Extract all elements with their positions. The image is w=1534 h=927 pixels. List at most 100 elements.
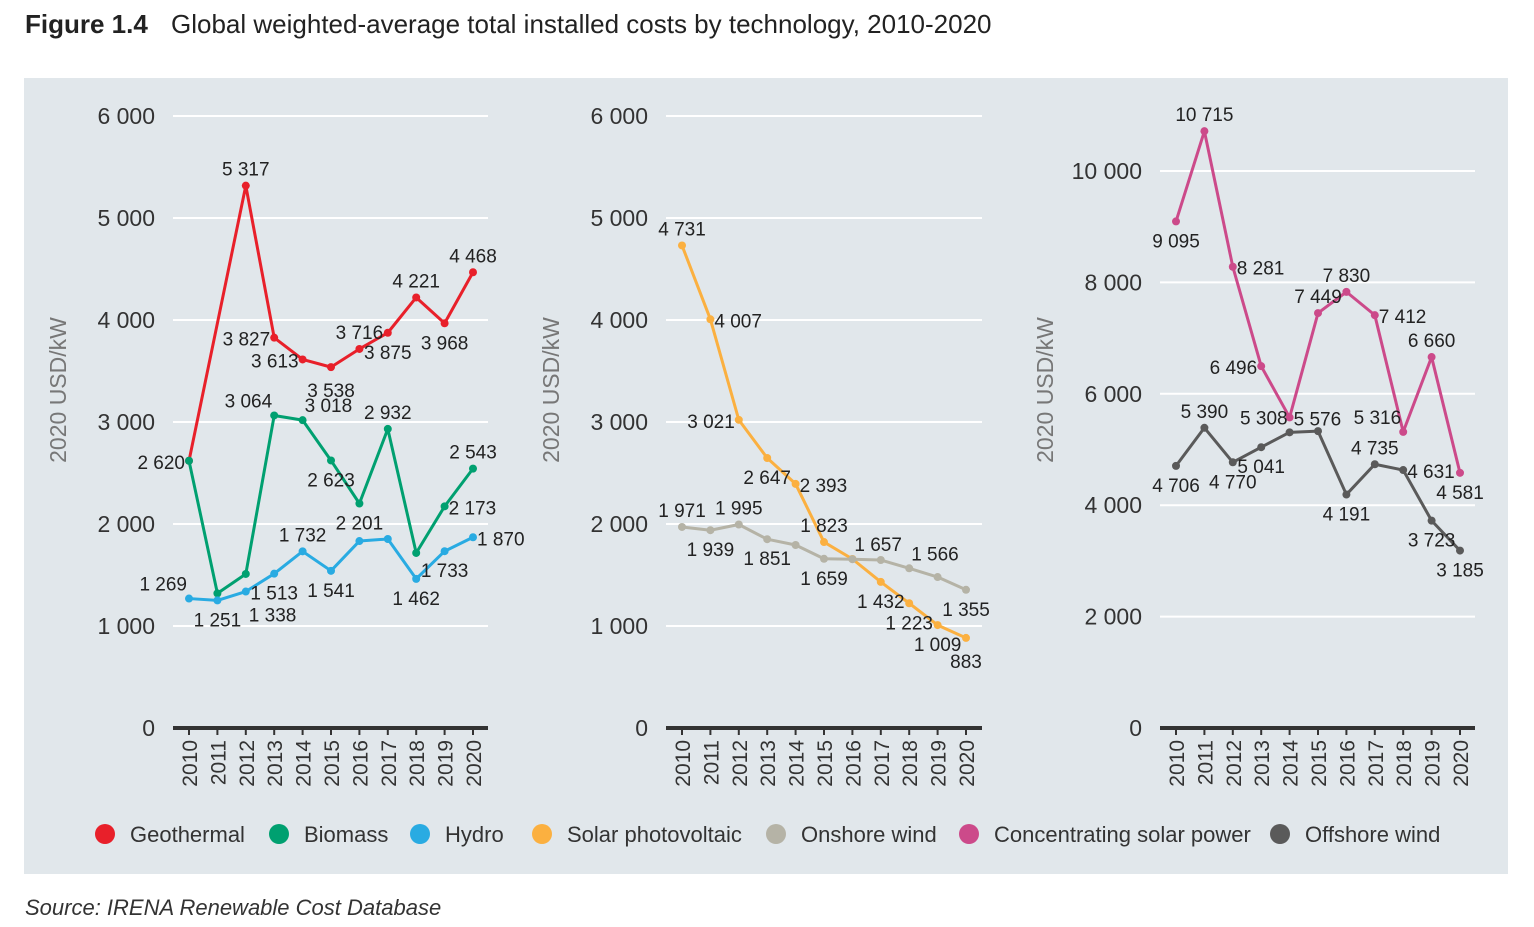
data-label: 2 201 xyxy=(336,513,384,534)
data-label: 1 733 xyxy=(421,561,469,582)
x-tick-label: 2013 xyxy=(264,740,287,787)
data-point xyxy=(213,596,222,605)
legend-label: Biomass xyxy=(304,822,388,847)
x-tick-label: 2013 xyxy=(1251,740,1274,787)
data-point xyxy=(1456,546,1464,555)
data-label: 8 281 xyxy=(1237,259,1285,280)
data-label: 7 412 xyxy=(1379,307,1427,328)
chart-panel-2: 0 1 000 2 000 3 000 4 000 5 000 6 000 2010 2011 2… xyxy=(538,103,990,787)
x-tick-label: 2015 xyxy=(1308,740,1331,787)
data-label: 5 390 xyxy=(1181,402,1229,423)
data-point xyxy=(412,548,421,557)
x-tick-label: 2019 xyxy=(435,740,458,787)
y-tick-label: 6 000 xyxy=(97,103,155,129)
data-label: 1 251 xyxy=(194,610,242,631)
data-point xyxy=(820,554,828,563)
data-label: 1 432 xyxy=(857,592,905,613)
series-onshore-wind: 1 971 1 939 1 995 1 851 1 659 1 566 1 355 xyxy=(658,499,990,621)
data-point xyxy=(383,424,392,433)
figure-title: Global weighted-average total installed … xyxy=(171,9,992,39)
data-label: 1 462 xyxy=(392,589,440,610)
y-tick-label: 0 xyxy=(635,715,648,741)
y-tick-label: 0 xyxy=(142,715,155,741)
data-point xyxy=(905,564,914,573)
y-axis-title: 2020 USD/kW xyxy=(538,317,564,463)
data-label: 1 971 xyxy=(658,501,706,522)
legend-item: Biomass xyxy=(269,822,388,847)
data-point xyxy=(1314,427,1322,436)
x-tick-label: 2016 xyxy=(842,740,865,787)
y-axis-title: 2020 USD/kW xyxy=(45,317,71,463)
x-tick-label: 2020 xyxy=(956,740,979,787)
data-label: 2 173 xyxy=(449,498,497,519)
x-tick-label: 2015 xyxy=(814,740,837,787)
x-tick-label: 2020 xyxy=(463,740,486,787)
series-solar-photovoltaic: 4 731 4 007 3 021 2 647 2 393 1 823 1 657 1 432… xyxy=(658,219,982,672)
x-tick-label: 2020 xyxy=(1450,740,1473,787)
data-label: 1 870 xyxy=(477,529,525,550)
data-label: 4 191 xyxy=(1323,505,1371,526)
data-point xyxy=(1370,460,1379,469)
data-point xyxy=(241,181,250,190)
data-point xyxy=(1399,427,1408,436)
data-point xyxy=(1228,458,1237,467)
data-label: 4 631 xyxy=(1407,462,1455,483)
data-point xyxy=(820,538,828,547)
y-tick-label: 2 000 xyxy=(97,511,155,537)
data-point xyxy=(1228,262,1237,271)
data-point xyxy=(355,537,364,546)
data-point xyxy=(270,333,279,342)
data-label: 5 308 xyxy=(1240,408,1288,429)
data-label: 5 576 xyxy=(1294,409,1342,430)
legend-item: Concentrating solar power xyxy=(959,822,1251,847)
data-point xyxy=(412,574,421,583)
data-point xyxy=(962,633,970,642)
legend-item: Offshore wind xyxy=(1270,822,1440,847)
legend: Geothermal Biomass Hydro Solar photovoltaic… xyxy=(95,822,1440,847)
data-point xyxy=(327,363,335,372)
x-tick-label: 2010 xyxy=(179,740,202,787)
data-label: 3 827 xyxy=(223,330,271,351)
y-tick-label: 10 000 xyxy=(1072,158,1142,184)
data-label: 2 932 xyxy=(364,403,412,424)
data-point xyxy=(962,585,970,594)
x-tick-label: 2011 xyxy=(207,740,230,785)
data-label: 7 449 xyxy=(1294,287,1342,308)
legend-swatch xyxy=(269,824,289,844)
data-label: 6 496 xyxy=(1210,358,1258,379)
x-tick-label: 2017 xyxy=(378,740,401,787)
x-tick-label: 2014 xyxy=(293,740,316,787)
y-tick-label: 8 000 xyxy=(1084,269,1142,295)
data-label: 3 875 xyxy=(364,343,412,364)
data-point xyxy=(763,535,772,544)
data-point xyxy=(734,415,743,424)
data-label: 2 543 xyxy=(449,443,497,464)
data-point xyxy=(791,479,800,488)
data-point xyxy=(1172,461,1180,470)
data-point xyxy=(440,502,449,511)
data-point xyxy=(469,533,477,542)
y-tick-label: 2 000 xyxy=(590,511,648,537)
y-tick-label: 6 000 xyxy=(590,103,648,129)
legend-swatch xyxy=(95,824,115,844)
legend-swatch xyxy=(1270,824,1290,844)
data-label: 9 095 xyxy=(1152,231,1200,252)
data-point xyxy=(440,547,449,556)
x-tick-label: 2014 xyxy=(1280,740,1303,787)
data-label: 4 731 xyxy=(658,219,706,240)
data-label: 5 041 xyxy=(1237,457,1285,478)
data-label: 1 851 xyxy=(743,549,791,570)
data-label: 1 566 xyxy=(911,544,959,565)
data-point xyxy=(185,456,193,465)
legend-item: Solar photovoltaic xyxy=(532,822,742,847)
data-label: 3 185 xyxy=(1436,561,1484,582)
data-label: 1 541 xyxy=(307,581,355,602)
data-label: 1 513 xyxy=(250,584,298,605)
data-label: 1 355 xyxy=(942,600,990,621)
legend-swatch xyxy=(766,824,786,844)
y-tick-label: 5 000 xyxy=(590,205,648,231)
